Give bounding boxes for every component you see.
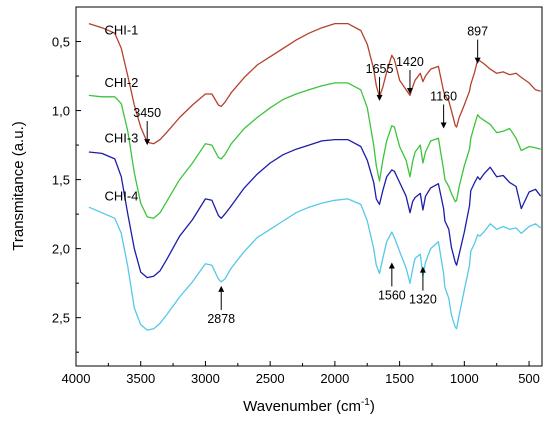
y-tick-label: 2,0 <box>52 242 70 257</box>
annotation-2878: 2878 <box>207 285 235 326</box>
annotation-1420: 1420 <box>396 55 424 94</box>
annotation-1160: 1160 <box>430 90 457 129</box>
annotation-arrow-head <box>144 139 151 146</box>
annotation-arrow-head <box>388 262 395 269</box>
annotation-3450: 3450 <box>133 106 161 146</box>
annotation-layer: 3450 2878 1655 1560 1420 1320 1160 897 <box>133 25 488 326</box>
annotation-arrow-head <box>406 87 413 94</box>
series-label-chi-4: CHI-4 <box>104 188 138 203</box>
y-tick-label: 0,5 <box>52 35 70 50</box>
x-axis-title-tail: ) <box>370 398 375 415</box>
annotation-label: 1420 <box>396 55 424 69</box>
plot-frame <box>75 6 543 367</box>
series-line-chi-3 <box>88 138 542 279</box>
x-tick-label: 3000 <box>191 371 220 386</box>
x-tick-label: 500 <box>518 371 540 386</box>
annotation-label: 1560 <box>378 288 406 302</box>
x-tick-label: 1000 <box>450 371 479 386</box>
annotation-label: 1320 <box>409 293 437 307</box>
x-axis-title: Wavenumber (cm-1) <box>243 397 375 415</box>
annotation-label: 1160 <box>430 90 457 104</box>
x-axis-title-main: Wavenumber (cm <box>243 398 361 415</box>
series-label-chi-3: CHI-3 <box>104 130 138 145</box>
annotation-arrow-head <box>376 94 383 101</box>
annotation-label: 897 <box>467 25 488 39</box>
y-tick-label: 1,5 <box>52 173 70 188</box>
labels-layer: CHI-1 CHI-2 CHI-3 CHI-4 <box>104 23 138 204</box>
x-tick-label: 2000 <box>320 371 349 386</box>
annotation-label: 2878 <box>207 312 235 326</box>
y-tick-label: 1,0 <box>52 104 70 119</box>
y-tick-label: 2,5 <box>52 311 70 326</box>
annotation-1655: 1655 <box>366 62 394 101</box>
annotation-label: 1655 <box>366 62 394 76</box>
annotation-arrow-head <box>218 285 225 292</box>
annotation-1320: 1320 <box>409 266 437 307</box>
x-tick-label: 1500 <box>385 371 414 386</box>
series-label-chi-2: CHI-2 <box>104 75 138 90</box>
annotation-arrow-head <box>474 57 481 64</box>
annotation-arrow-head <box>440 122 447 129</box>
x-axis-title-sup: -1 <box>361 397 370 408</box>
annotation-arrow-head <box>419 266 426 273</box>
annotation-897: 897 <box>467 25 488 64</box>
y-axis-title: Transmitance (a.u.) <box>10 121 27 251</box>
series-line-chi-4 <box>88 198 542 331</box>
annotation-1560: 1560 <box>378 262 406 302</box>
series-layer <box>88 22 542 331</box>
ticks-layer: 4000 3500 3000 2500 2000 1500 1000 500 0,5 1,0 1,5… <box>52 35 540 386</box>
series-line-chi-2 <box>88 82 541 219</box>
series-label-chi-1: CHI-1 <box>104 23 138 38</box>
x-tick-label: 3500 <box>126 371 155 386</box>
x-tick-label: 2500 <box>256 371 285 386</box>
series-line-chi-1 <box>88 22 541 145</box>
x-tick-label: 4000 <box>62 371 91 386</box>
annotation-label: 3450 <box>133 106 161 120</box>
